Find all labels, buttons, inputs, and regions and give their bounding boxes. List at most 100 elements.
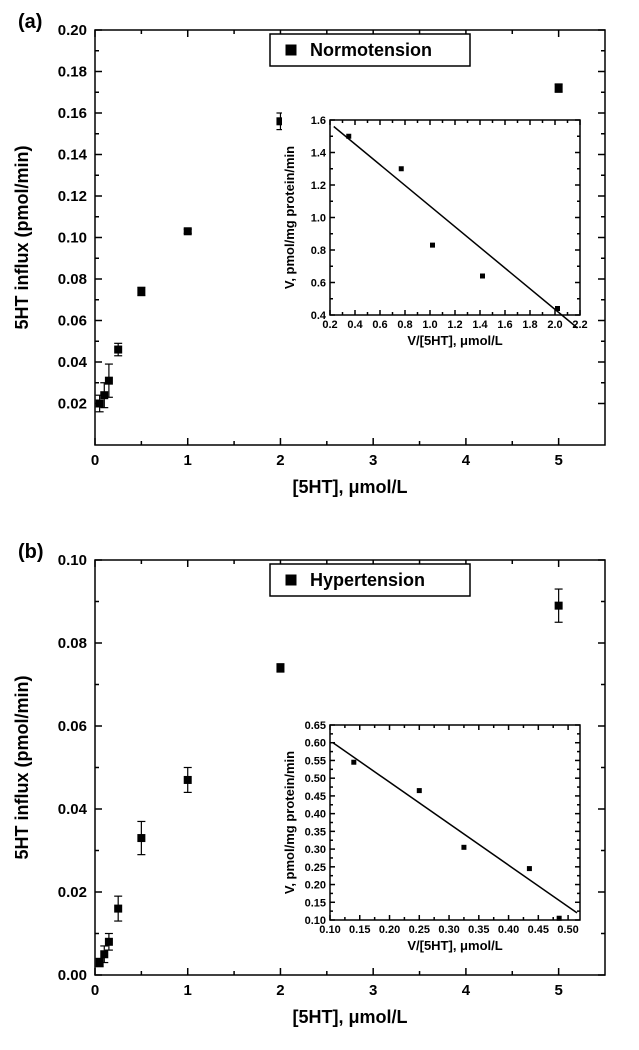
inset-y-tick-label: 1.4 [311, 148, 327, 160]
inset-y-tick-label: 1.6 [311, 115, 326, 127]
y-tick-label: 0.04 [58, 354, 88, 371]
inset-data-point [352, 760, 356, 764]
y-tick-label: 0.00 [58, 967, 87, 984]
x-tick-label: 3 [369, 452, 377, 469]
legend-label: Hypertension [310, 570, 425, 590]
inset-data-point [431, 243, 435, 247]
x-tick-label: 1 [184, 982, 192, 999]
inset-y-tick-label: 0.55 [305, 755, 326, 767]
y-tick-label: 0.18 [58, 64, 87, 81]
data-point [101, 951, 108, 958]
inset-plot: 0.20.40.60.81.01.21.41.61.82.02.20.40.60… [282, 112, 588, 351]
inset-data-point [557, 916, 561, 920]
legend-marker-icon [286, 45, 296, 55]
inset-y-tick-label: 0.4 [311, 310, 327, 322]
inset-y-tick-label: 1.0 [311, 213, 326, 225]
data-point [105, 377, 112, 384]
inset-x-tick-label: 1.6 [497, 319, 512, 331]
y-tick-label: 0.06 [58, 718, 87, 735]
x-axis-label: [5HT], μmol/L [292, 477, 407, 497]
y-tick-label: 0.10 [58, 230, 87, 247]
x-tick-label: 0 [91, 982, 99, 999]
inset-y-tick-label: 0.65 [305, 720, 326, 732]
panel-a: (a)0123450.020.040.060.080.100.120.140.1… [0, 0, 639, 520]
data-point [115, 346, 122, 353]
inset-y-tick-label: 1.2 [311, 180, 326, 192]
inset-y-tick-label: 0.20 [305, 880, 326, 892]
inset-x-tick-label: 0.15 [349, 924, 370, 936]
inset-x-tick-label: 1.0 [422, 319, 437, 331]
x-tick-label: 1 [184, 452, 192, 469]
inset-y-tick-label: 0.35 [305, 826, 326, 838]
inset-y-tick-label: 0.6 [311, 278, 326, 290]
y-tick-label: 0.02 [58, 396, 87, 413]
inset-x-tick-label: 2.0 [547, 319, 562, 331]
panel-letter: (a) [18, 11, 42, 33]
inset-y-tick-label: 0.30 [305, 844, 326, 856]
data-point [277, 664, 284, 671]
inset-x-tick-label: 0.4 [347, 319, 363, 331]
inset-y-tick-label: 0.40 [305, 809, 326, 821]
inset-y-tick-label: 0.10 [305, 915, 326, 927]
inset-data-point [399, 167, 403, 171]
inset-x-tick-label: 0.25 [409, 924, 430, 936]
panel-b: (b)0123450.000.020.040.060.080.10[5HT], … [0, 530, 639, 1050]
inset-x-tick-label: 1.2 [447, 319, 462, 331]
legend-marker-icon [286, 575, 296, 585]
inset-y-tick-label: 0.45 [305, 791, 326, 803]
inset-data-point [347, 134, 351, 138]
data-point [115, 905, 122, 912]
inset-y-axis-label: V, pmol/mg protein/min [282, 751, 297, 894]
x-tick-label: 5 [554, 982, 562, 999]
y-tick-label: 0.04 [58, 801, 88, 818]
data-point [555, 602, 562, 609]
legend-label: Normotension [310, 40, 432, 60]
data-point [96, 400, 103, 407]
y-axis-label: 5HT influx (pmol/min) [12, 676, 32, 860]
inset-x-tick-label: 0.45 [528, 924, 549, 936]
inset-y-axis-label: V, pmol/mg protein/min [282, 146, 297, 289]
inset-data-point [556, 307, 560, 311]
inset-data-point [527, 867, 531, 871]
y-axis-label: 5HT influx (pmol/min) [12, 146, 32, 330]
inset-x-tick-label: 0.6 [372, 319, 387, 331]
data-point [138, 835, 145, 842]
y-tick-label: 0.10 [58, 552, 87, 569]
inset-x-tick-label: 0.20 [379, 924, 400, 936]
inset-x-tick-label: 0.30 [438, 924, 459, 936]
inset-plot: 0.100.150.200.250.300.350.400.450.500.10… [282, 717, 588, 956]
y-tick-label: 0.20 [58, 22, 87, 39]
inset-y-tick-label: 0.25 [305, 862, 326, 874]
data-point [138, 288, 145, 295]
inset-x-tick-label: 0.35 [468, 924, 489, 936]
inset-y-tick-label: 0.8 [311, 245, 326, 257]
y-tick-label: 0.12 [58, 188, 87, 205]
x-tick-label: 5 [554, 452, 562, 469]
inset-x-tick-label: 0.50 [557, 924, 578, 936]
data-point [105, 938, 112, 945]
inset-y-tick-label: 0.15 [305, 897, 326, 909]
inset-y-tick-label: 0.50 [305, 773, 326, 785]
y-tick-label: 0.08 [58, 635, 87, 652]
data-point [184, 776, 191, 783]
inset-data-point [481, 274, 485, 278]
data-point [184, 228, 191, 235]
inset-data-point [462, 845, 466, 849]
inset-x-tick-label: 0.40 [498, 924, 519, 936]
y-tick-label: 0.14 [58, 147, 88, 164]
data-point [555, 85, 562, 92]
inset-x-tick-label: 0.8 [397, 319, 412, 331]
inset-y-tick-label: 0.60 [305, 738, 326, 750]
y-tick-label: 0.02 [58, 884, 87, 901]
x-tick-label: 2 [276, 452, 284, 469]
x-tick-label: 4 [462, 982, 471, 999]
x-axis-label: [5HT], μmol/L [292, 1007, 407, 1027]
panel-letter: (b) [18, 541, 44, 563]
x-tick-label: 0 [91, 452, 99, 469]
inset-data-point [417, 789, 421, 793]
y-tick-label: 0.06 [58, 313, 87, 330]
inset-x-tick-label: 1.4 [472, 319, 488, 331]
y-tick-label: 0.16 [58, 105, 87, 122]
x-tick-label: 2 [276, 982, 284, 999]
x-tick-label: 4 [462, 452, 471, 469]
